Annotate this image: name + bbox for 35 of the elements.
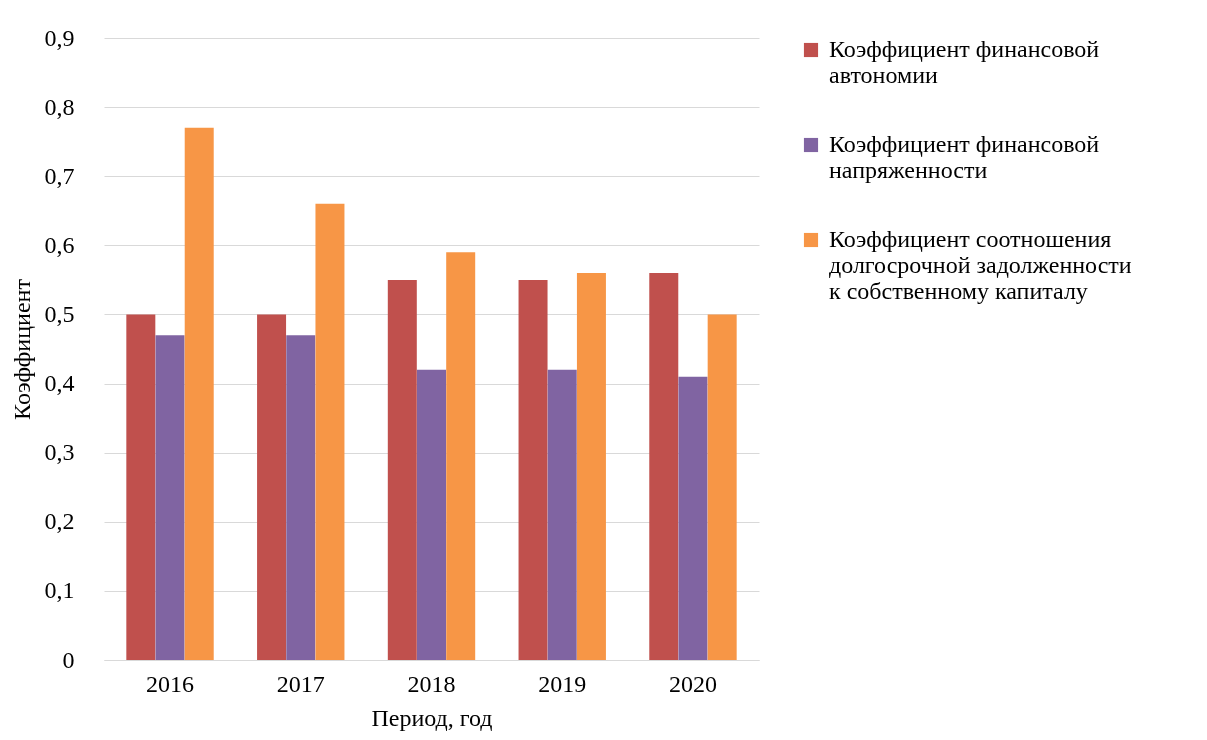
bar [518, 279, 548, 660]
bar [547, 369, 577, 660]
legend-label: Коэффициент соотношения долгосрочной задолженности к собственному капиталу [829, 226, 1132, 304]
x-tick-label: 2020 [668, 670, 717, 697]
bar [155, 335, 185, 660]
bar [126, 314, 156, 660]
bar [649, 272, 679, 660]
y-tick-label: 0,1 [44, 577, 75, 604]
bar [707, 314, 737, 660]
x-tick-label: 2018 [407, 670, 456, 697]
y-tick-label: 0,7 [44, 162, 75, 189]
x-axis-title: Период, год [371, 704, 493, 731]
y-tick-label: 0,2 [44, 508, 75, 535]
legend-label: Коэффициент финансовой напряженности [829, 131, 1100, 183]
bar [576, 272, 606, 660]
y-tick-label: 0,6 [44, 231, 75, 258]
bar [184, 127, 214, 660]
y-tick-label: 0,3 [44, 439, 75, 466]
y-tick-label: 0,9 [44, 24, 75, 51]
bar [446, 252, 476, 660]
x-tick-label: 2016 [146, 670, 195, 697]
y-tick-label: 0 [62, 646, 75, 673]
y-axis-title: Коэффициент [8, 278, 35, 420]
legend-label: Коэффициент финансовой автономии [829, 36, 1100, 88]
x-tick-label: 2017 [276, 670, 325, 697]
y-tick-label: 0,5 [44, 300, 75, 327]
bar [387, 279, 417, 660]
y-tick-label: 0,4 [44, 370, 75, 397]
x-tick-label: 2019 [538, 670, 587, 697]
y-tick-label: 0,8 [44, 93, 75, 120]
bar [315, 203, 345, 660]
bar [286, 335, 316, 660]
bar [257, 314, 287, 660]
bar [678, 376, 708, 660]
bar [417, 369, 446, 660]
